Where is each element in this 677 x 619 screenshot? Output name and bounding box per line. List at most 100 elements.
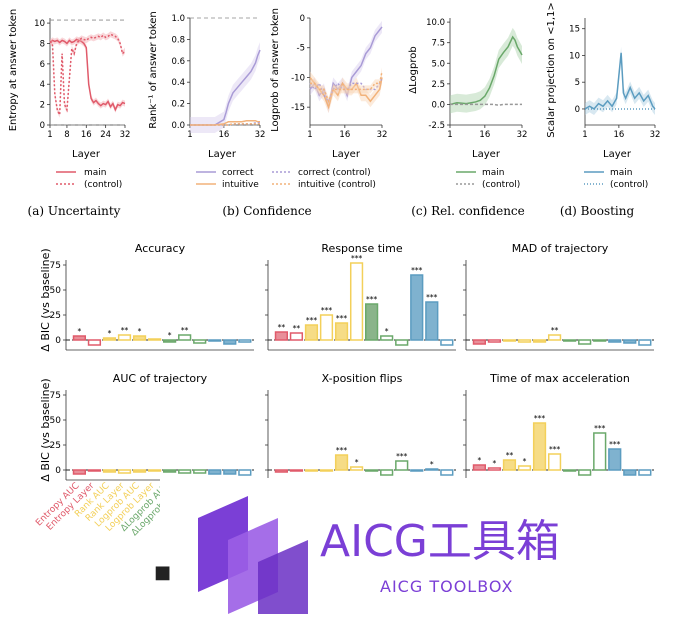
bar-8 [193, 339, 207, 344]
significance-label: * [168, 331, 172, 340]
bar-10 [623, 469, 637, 476]
bar-9 [208, 469, 222, 475]
bar-3 [117, 334, 132, 341]
y-tick-label: -5 [297, 44, 305, 54]
bar-4 [334, 322, 349, 341]
ylabel-logprob: Logprob of answer token [270, 8, 281, 132]
ylabel-rank: Rank⁻¹ of answer token [148, 11, 159, 129]
bar-6 [365, 303, 379, 341]
series-line-3 [190, 123, 260, 126]
legend-control-c: (control) [482, 180, 520, 190]
bar-10 [623, 339, 637, 344]
bar-9 [608, 448, 622, 471]
y-tick-label: 50 [50, 416, 62, 426]
y-tick-label: 0.8 [171, 35, 185, 45]
x-tick-label: 16 [613, 130, 624, 140]
xlabel-dlogprob: Layer [472, 149, 501, 160]
y-tick-label: 10.0 [426, 18, 445, 28]
y-tick-label: 10 [34, 19, 45, 29]
y-tick-label: 0.6 [171, 57, 185, 67]
y-tick-label: 75 [50, 391, 61, 401]
bar-9 [410, 274, 424, 341]
y-tick-label: 15 [569, 25, 580, 35]
y-tick-label: 0 [300, 14, 305, 24]
xlabel-rank: Layer [208, 149, 237, 160]
bar-5 [547, 334, 562, 341]
bar-1 [487, 467, 502, 471]
bar-ylabel-top: Δ BIC (vs baseline) [39, 248, 52, 351]
bar-panel-title: AUC of trajectory [113, 372, 208, 385]
significance-label: * [385, 327, 389, 336]
series-line-0 [309, 26, 383, 108]
y-tick-label: 0.0 [171, 121, 185, 131]
confidence-band [450, 27, 522, 114]
axes-boosting: 1 16 32 15 10 5 0 [569, 18, 660, 140]
bar-2 [502, 339, 517, 342]
legend-main-label: main [84, 168, 107, 178]
confidence-band [310, 20, 382, 114]
watermark-partial-glyph: ■ [154, 562, 171, 583]
x-tick-label: 16 [81, 130, 92, 140]
bar-11 [440, 469, 454, 476]
bar-0 [472, 464, 487, 471]
bar-7 [380, 335, 394, 341]
series-line-1 [450, 103, 522, 107]
ylabel-uncertainty: Entropy at answer token [8, 9, 19, 132]
bar-panel-1: Response time** ************************ [265, 242, 456, 351]
bar-3 [319, 314, 334, 341]
significance-label: *** [426, 293, 438, 302]
y-tick-label: 7.5 [431, 39, 445, 49]
bar-panel-title: MAD of trajectory [512, 242, 609, 255]
y-tick-label: 50 [50, 286, 62, 296]
bar-ylabel-bottom: Δ BIC (vs baseline) [39, 378, 52, 481]
legend-intuitive-control: intuitive (control) [298, 180, 376, 190]
bar-2 [102, 469, 117, 473]
significance-label: ** [278, 323, 286, 332]
panel-boosting: Scalar projection on <1,1> 1 16 32 15 10 5 0 L… [546, 2, 660, 218]
x-tick-label: 8 [64, 130, 69, 140]
axes-rank: 1 16 32 0.0 0.2 0.4 0.6 0.8 1.0 [171, 14, 265, 140]
watermark-title: AICG工具箱 [320, 516, 560, 567]
x-tick-label: 16 [218, 130, 229, 140]
y-tick-label: 6 [40, 60, 45, 70]
x-tick-label: 24 [100, 130, 111, 140]
ylabel-boosting: Scalar projection on <1,1> [546, 2, 557, 138]
watermark-subtitle: AICG TOOLBOX [380, 577, 513, 596]
x-tick-label: 1 [582, 130, 587, 140]
y-tick-label: 8 [40, 39, 45, 49]
bar-panel-title: Response time [321, 242, 402, 255]
significance-label: * [430, 460, 434, 469]
bar-4 [132, 469, 147, 473]
bar-2 [502, 459, 517, 471]
panel-uncertainty: Entropy at answer token 1 8 16 24 320246810 … [8, 9, 130, 218]
bar-4 [334, 454, 349, 471]
y-tick-label: 0.2 [171, 100, 185, 110]
significance-label: * [478, 456, 482, 465]
significance-label: *** [411, 266, 423, 275]
series-line-0 [449, 35, 523, 106]
bar-10 [223, 339, 237, 345]
bar-6 [563, 339, 577, 342]
legend-intuitive: intuitive [222, 180, 259, 190]
significance-label: * [78, 327, 82, 336]
x-tick-label: 16 [479, 130, 490, 140]
y-tick-label: 10 [569, 51, 580, 61]
x-tick-label: 32 [377, 130, 388, 140]
bar-panel-title: X-position flips [322, 372, 403, 385]
bar-11 [638, 339, 652, 346]
bar-8 [593, 432, 607, 471]
bar-1 [289, 469, 304, 472]
bar-8 [395, 339, 409, 346]
bar-0 [274, 469, 289, 473]
bar-10 [223, 469, 237, 475]
legend-rel-confidence: main (control) [456, 168, 520, 190]
y-tick-label: -2.5 [428, 121, 445, 131]
bar-panel-2: MAD of trajectory ** [463, 242, 654, 351]
legend-correct-control: correct (control) [298, 168, 371, 178]
bar-panel-title: Accuracy [135, 242, 186, 255]
aicg-logo-icon [198, 496, 308, 614]
y-tick-label: 0.0 [431, 100, 445, 110]
bar-1 [87, 339, 102, 346]
y-tick-label: 0 [40, 121, 45, 131]
